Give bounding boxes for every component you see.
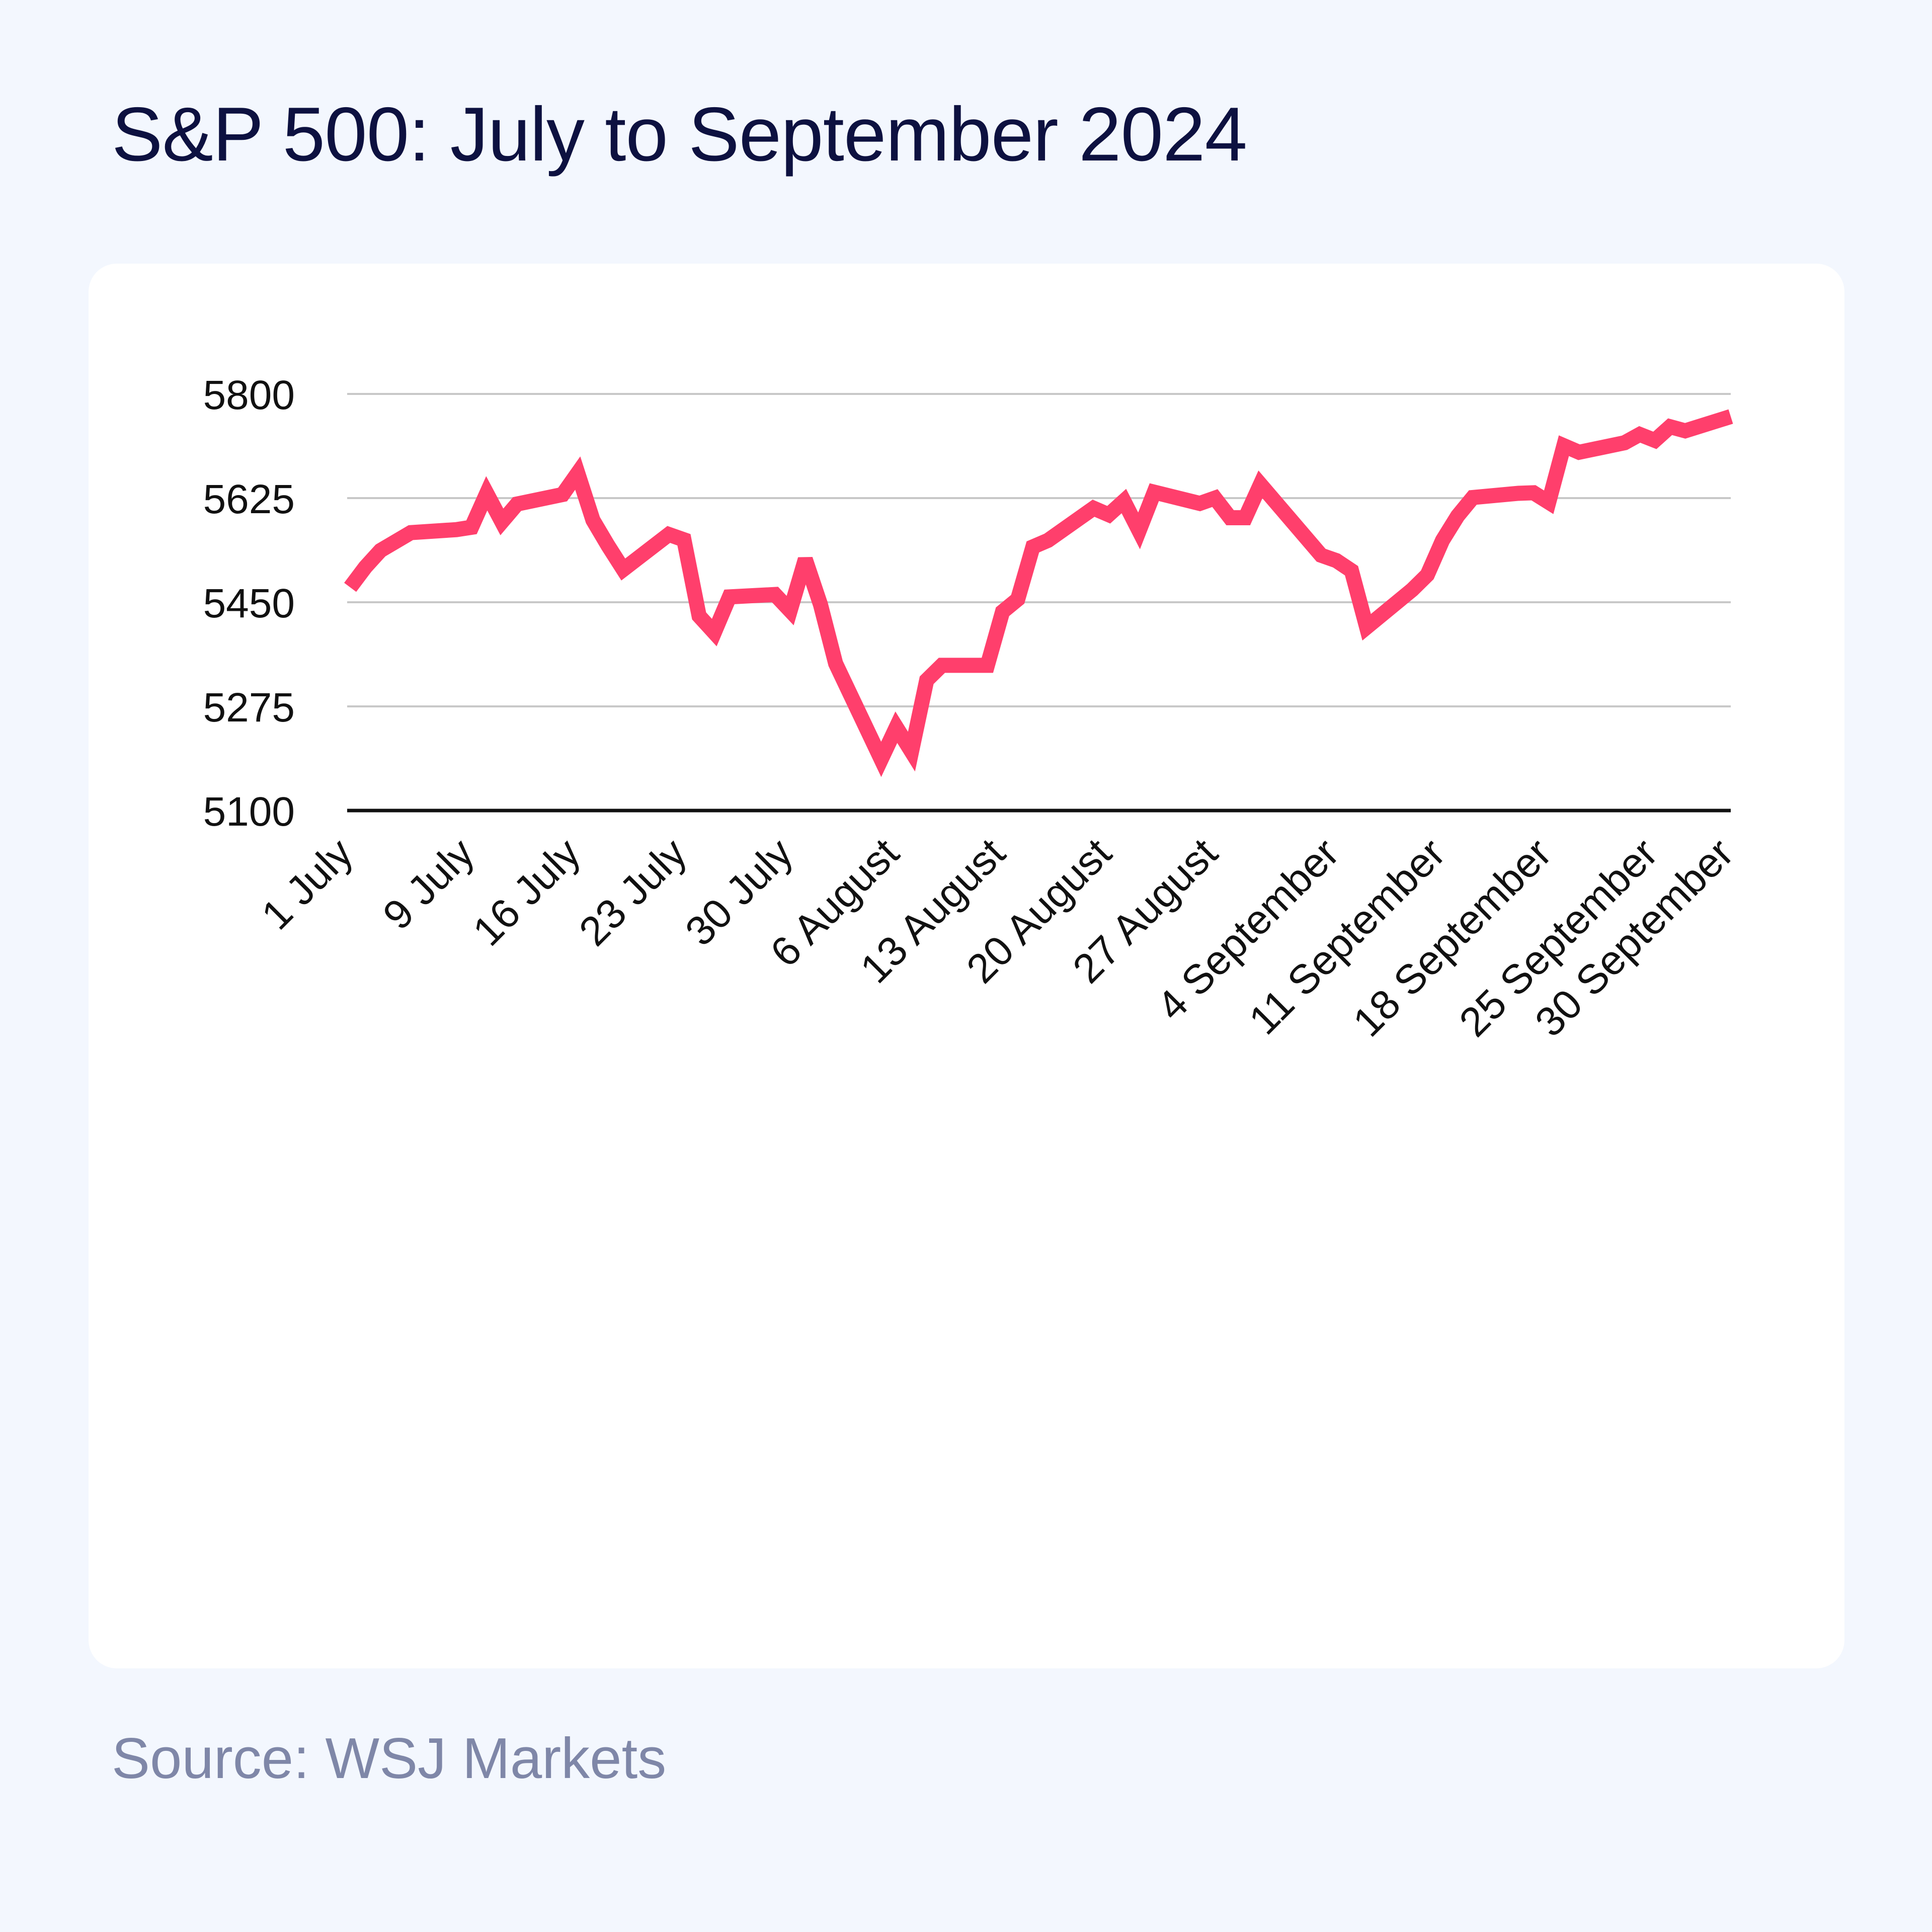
series-layer: [344, 409, 1733, 777]
page-title: S&P 500: July to September 2024: [112, 92, 1247, 177]
y-tick-label-5625: 5625: [203, 476, 295, 522]
y-tick-label-5275: 5275: [203, 685, 295, 731]
source-note: Source: WSJ Markets: [112, 1727, 667, 1791]
y-axis-labels: 5100 5275 5450 5625 5800: [203, 372, 295, 835]
x-tick-label-3: 23 July: [571, 830, 695, 954]
x-tick-label-2: 16 July: [464, 830, 589, 954]
chart-card: 5100 5275 5450 5625 5800 1 July 9 July 16 July…: [89, 264, 1844, 1668]
y-tick-label-5450: 5450: [203, 581, 295, 626]
x-tick-label-0: 1 July: [253, 830, 362, 938]
y-tick-label-5800: 5800: [203, 372, 295, 418]
y-tick-label-5100: 5100: [203, 789, 295, 835]
gridlines: [347, 393, 1731, 813]
series-line-0: [344, 409, 1733, 777]
